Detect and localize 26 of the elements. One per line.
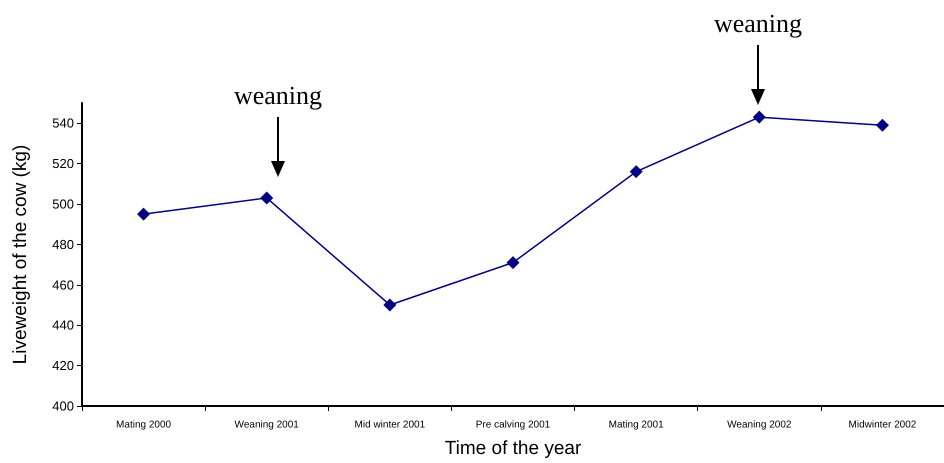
y-tick-label: 540	[52, 116, 74, 131]
x-tick-label: Pre calving 2001	[476, 420, 551, 430]
x-tick-label: Mating 2001	[608, 420, 664, 430]
x-tick-label: Mating 2000	[116, 420, 172, 430]
y-tick-label: 400	[52, 398, 74, 414]
point	[137, 208, 150, 221]
y-tick-label: 480	[52, 236, 74, 252]
annotation: weaning	[234, 81, 322, 111]
x-tick-label: Weaning 2001	[234, 420, 300, 430]
point	[630, 165, 643, 178]
x-tick-label: Midwinter 2002	[848, 420, 917, 430]
x-axis-title: Time of the year	[444, 438, 582, 459]
y-tick-label: 420	[52, 358, 74, 374]
text: weaning	[714, 9, 802, 39]
point	[876, 118, 889, 132]
y-tick-label: 460	[52, 277, 74, 292]
point	[383, 298, 396, 312]
point	[260, 191, 274, 204]
x-tick-label: Mid winter 2001	[354, 420, 426, 430]
y-tick-label: 440	[52, 318, 74, 333]
y-tick-label: 500	[52, 196, 74, 212]
point	[506, 256, 520, 270]
y-axis-title: Liveweight of the cow (kg)	[10, 144, 31, 364]
y-tick-label: 520	[52, 156, 74, 172]
x-tick-label: Weaning 2002	[727, 420, 792, 430]
point	[752, 110, 766, 124]
